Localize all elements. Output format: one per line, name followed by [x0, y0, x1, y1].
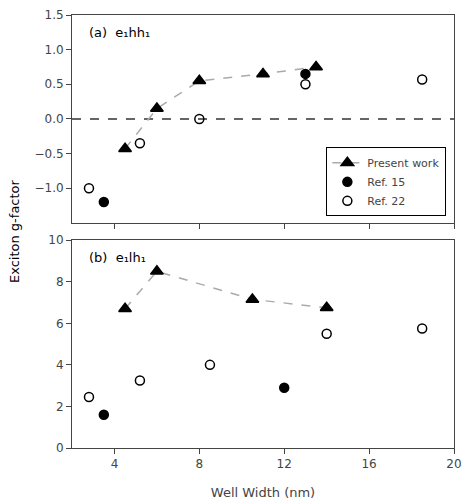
- svg-text:Exciton g-factor: Exciton g-factor: [7, 179, 22, 283]
- svg-text:(b) e₁lh₁: (b) e₁lh₁: [89, 250, 146, 265]
- svg-text:Ref. 22: Ref. 22: [367, 195, 405, 208]
- svg-text:0: 0: [56, 441, 64, 455]
- svg-text:16: 16: [361, 457, 376, 471]
- svg-text:0.5: 0.5: [45, 77, 64, 91]
- svg-text:Present work: Present work: [367, 157, 439, 170]
- svg-text:20: 20: [446, 457, 461, 471]
- svg-text:0.0: 0.0: [45, 112, 64, 126]
- svg-text:8: 8: [196, 457, 204, 471]
- svg-text:2: 2: [56, 400, 64, 414]
- svg-text:4: 4: [56, 358, 64, 372]
- svg-text:1.0: 1.0: [45, 43, 64, 57]
- svg-text:6: 6: [56, 317, 64, 331]
- svg-text:−0.5: −0.5: [34, 147, 63, 161]
- svg-text:12: 12: [277, 457, 292, 471]
- svg-text:(a) e₁hh₁: (a) e₁hh₁: [89, 25, 150, 40]
- svg-text:10: 10: [48, 233, 63, 247]
- svg-text:Well Width (nm): Well Width (nm): [211, 485, 315, 500]
- svg-text:−1.0: −1.0: [34, 181, 63, 195]
- svg-text:4: 4: [111, 457, 119, 471]
- svg-text:8: 8: [56, 275, 64, 289]
- svg-text:1.5: 1.5: [45, 8, 64, 22]
- svg-text:Ref. 15: Ref. 15: [367, 176, 405, 189]
